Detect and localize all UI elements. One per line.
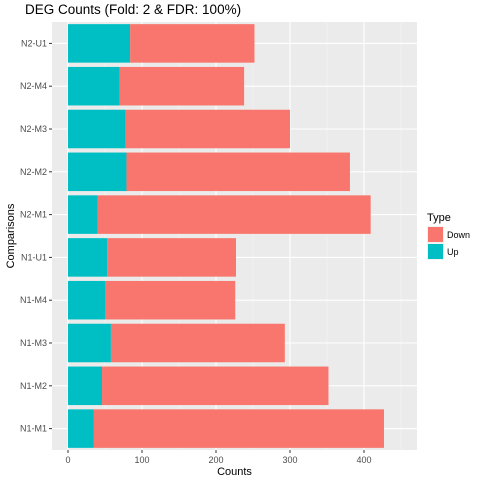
legend-swatch-up [428,244,443,259]
bar-down-N2-M4 [119,66,245,106]
x-tick-label: 0 [65,455,70,465]
bar-down-N2-M2 [126,152,350,192]
x-tick-label: 100 [134,455,149,465]
legend: Type Down Up [427,212,470,260]
y-tick-label: N1-U1 [21,252,47,262]
bar-up-N1-M2 [68,366,103,406]
bar-down-N2-M1 [97,195,371,234]
x-tick-label: 400 [356,455,371,465]
bar-down-N1-U1 [107,238,236,277]
bar-down-N1-M3 [110,323,285,363]
y-tick-label: N2-U1 [21,38,47,48]
bar-down-N1-M4 [105,280,236,320]
x-axis: 0 100 200 300 400 [65,450,372,465]
legend-label-up: Up [447,247,459,257]
chart-title: DEG Counts (Fold: 2 & FDR: 100%) [25,2,241,17]
bar-down-N2-M3 [125,109,290,149]
bar-down-N1-M1 [93,409,384,448]
y-tick-label: N1-M4 [20,295,47,305]
bar-up-N2-M2 [68,152,127,192]
y-tick-label: N2-M2 [20,167,47,177]
x-tick-label: 300 [282,455,297,465]
bar-up-N1-M1 [68,409,94,448]
legend-title: Type [427,212,451,224]
bar-up-N1-M4 [68,280,105,320]
y-tick-label: N1-M1 [20,424,47,434]
x-tick-label: 200 [208,455,223,465]
y-tick-label: N2-M3 [20,124,47,134]
legend-swatch-down [428,227,443,242]
y-tick-label: N2-M1 [20,210,47,220]
y-tick-label: N1-M3 [20,338,47,348]
bar-up-N1-U1 [68,238,108,277]
bar-up-N2-M3 [68,109,126,149]
bar-down-N2-U1 [130,24,255,63]
bar-down-N1-M2 [102,366,329,406]
bar-up-N2-U1 [68,24,131,63]
legend-label-down: Down [447,230,470,240]
y-tick-label: N1-M2 [20,381,47,391]
y-axis-label: Comparisons [5,203,17,268]
bar-up-N2-M1 [68,195,98,234]
bars [68,24,384,448]
y-axis: N1-M1 N1-M2 N1-M3 N1-M4 N1-U1 N2-M1 N2-M2 N2-M3… [20,38,52,434]
bar-up-N2-M4 [68,66,120,106]
y-tick-label: N2-M4 [20,81,47,91]
x-axis-label: Counts [217,466,252,478]
bar-up-N1-M3 [68,323,111,363]
